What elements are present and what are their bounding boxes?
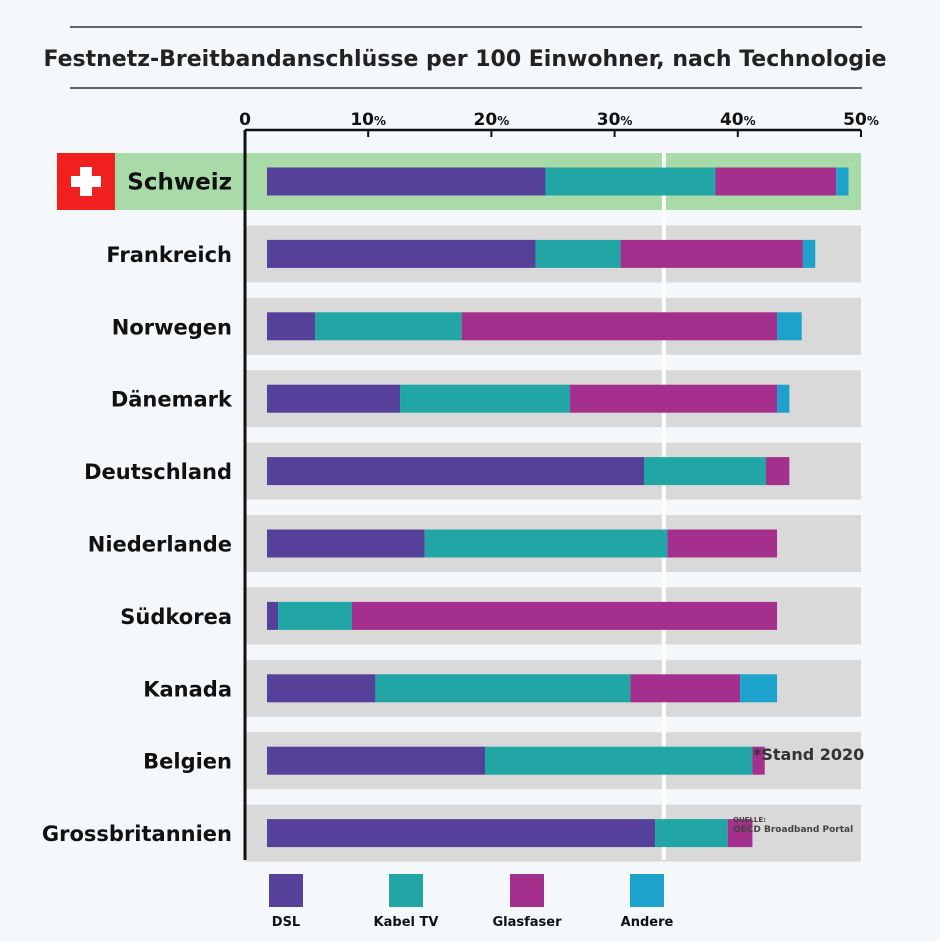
- bar-segment-dsl: [267, 601, 279, 630]
- bar-segment-kabel-tv: [278, 601, 353, 630]
- bar-segment-kabel-tv: [315, 312, 462, 341]
- bar-segment-andere: [802, 239, 816, 268]
- note-stand-2020: *Stand 2020: [753, 745, 864, 764]
- x-tick-unit: %: [867, 114, 879, 128]
- bar-segment-kabel-tv: [535, 239, 621, 268]
- x-tick-label: 40%: [720, 110, 756, 130]
- bar-segment-glasfaser: [620, 239, 803, 268]
- bar-segment-dsl: [267, 312, 316, 341]
- bar-segment-andere: [777, 384, 790, 413]
- source-text: OECD Broadband Portal: [733, 825, 853, 835]
- x-tick-unit: %: [620, 114, 632, 128]
- category-label: Deutschland: [84, 460, 232, 484]
- legend-label: Andere: [621, 915, 674, 930]
- category-label: Niederlande: [88, 533, 232, 557]
- bar-segment-kabel-tv: [424, 529, 668, 558]
- bar-segment-andere: [836, 167, 849, 196]
- bar-segment-kabel-tv: [545, 167, 716, 196]
- category-label: Kanada: [143, 677, 232, 701]
- legend-swatch: [510, 874, 544, 907]
- bar-segment-dsl: [267, 674, 376, 703]
- bar-segment-glasfaser: [461, 312, 778, 341]
- category-label: Frankreich: [106, 243, 232, 267]
- legend-swatch: [630, 874, 664, 907]
- bar-segment-glasfaser: [630, 674, 741, 703]
- bar-segment-dsl: [267, 239, 536, 268]
- bar-segment-glasfaser: [752, 746, 765, 775]
- category-label: Südkorea: [120, 605, 232, 629]
- bar-segment-kabel-tv: [643, 457, 766, 486]
- category-labels: Schweiz Frankreich Norwegen Dänemark Deutsch…: [42, 170, 233, 847]
- bar-segment-glasfaser: [715, 167, 837, 196]
- x-axis: 0 10% 20% 30% 40% 50%: [239, 110, 879, 137]
- chart-title: Festnetz-Breitbandanschlüsse per 100 Ein…: [43, 47, 886, 72]
- bar-segment-glasfaser: [727, 819, 753, 848]
- bar-segment-kabel-tv: [375, 674, 631, 703]
- legend: DSL Kabel TV Glasfaser Andere: [269, 874, 674, 930]
- bar-segment-andere: [777, 312, 802, 341]
- swiss-flag-icon: [57, 153, 115, 210]
- bar-segment-dsl: [267, 819, 656, 848]
- x-tick-label: 20%: [474, 110, 510, 130]
- x-tick-label: 30%: [597, 110, 633, 130]
- bar-segment-glasfaser: [352, 601, 778, 630]
- bar-segment-dsl: [267, 384, 401, 413]
- legend-label: Kabel TV: [374, 915, 439, 930]
- bars: [267, 167, 849, 848]
- x-tick-unit: %: [744, 114, 756, 128]
- bar-segment-glasfaser: [667, 529, 778, 558]
- bar-segment-glasfaser: [570, 384, 778, 413]
- bar-segment-dsl: [267, 746, 486, 775]
- legend-swatch: [389, 874, 423, 907]
- x-tick-unit: %: [497, 114, 509, 128]
- bar-segment-kabel-tv: [485, 746, 753, 775]
- bar-segment-dsl: [267, 457, 644, 486]
- x-tick-unit: %: [374, 114, 386, 128]
- category-label: Belgien: [143, 750, 232, 774]
- x-tick-label: 10%: [350, 110, 386, 130]
- category-label: Grossbritannien: [42, 822, 232, 846]
- legend-label: DSL: [272, 915, 300, 930]
- x-tick-label: 0: [239, 110, 251, 130]
- bar-segment-dsl: [267, 529, 425, 558]
- bar-segment-kabel-tv: [400, 384, 571, 413]
- source-label: QUELLE:: [733, 816, 766, 824]
- legend-swatch: [269, 874, 303, 907]
- bar-segment-glasfaser: [765, 457, 790, 486]
- bar-segment-andere: [740, 674, 778, 703]
- bar-segment-kabel-tv: [655, 819, 728, 848]
- x-tick-label: 50%: [843, 110, 879, 130]
- category-label: Norwegen: [112, 315, 232, 339]
- legend-label: Glasfaser: [492, 915, 562, 930]
- category-label: Dänemark: [111, 388, 233, 412]
- bar-segment-dsl: [267, 167, 546, 196]
- category-label: Schweiz: [127, 170, 232, 196]
